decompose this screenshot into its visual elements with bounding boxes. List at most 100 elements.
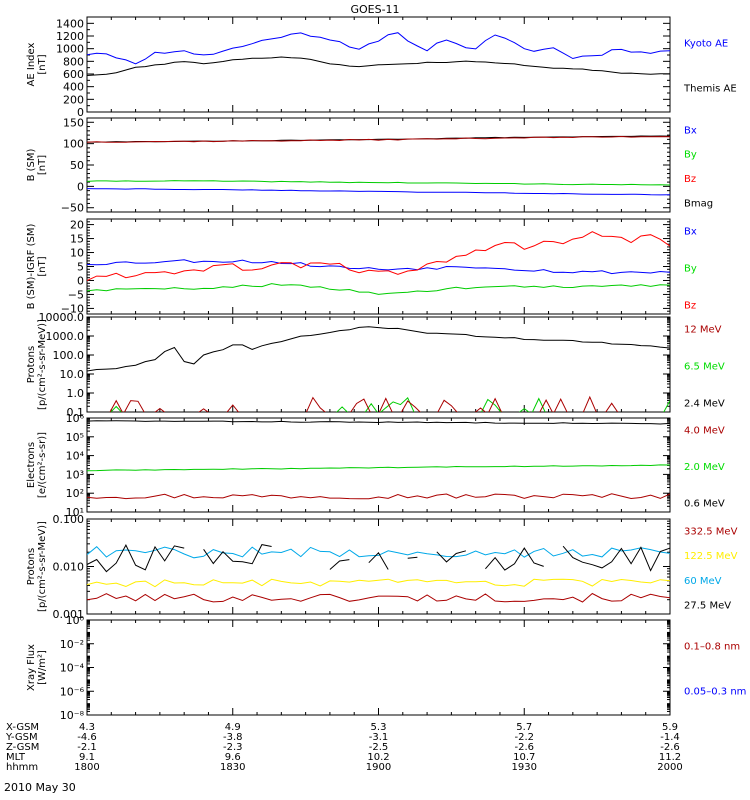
y-tick-label: 150	[63, 116, 84, 129]
y-tick-label: 1000.0	[46, 330, 85, 343]
figure-title: GOES-11	[350, 3, 399, 16]
series-line	[87, 135, 670, 143]
y-tick-label: 10.0	[60, 368, 85, 381]
panel-frame	[86, 316, 671, 413]
footer-row-label: MLT	[6, 752, 26, 763]
y-axis-label: B (SM)	[26, 148, 37, 181]
panel-2: −50 0 50 100 150 B (SM) [nT] Bx By Bz Bmag	[26, 116, 713, 214]
y-tick-label: 10²	[66, 487, 84, 500]
y-tick-label: 1200	[56, 30, 84, 43]
y-tick-label: 0.100	[53, 513, 85, 526]
footer-value: 11.2	[659, 752, 681, 763]
y-axis-label: [e/(cm²-s-sr)]	[37, 432, 48, 498]
footer-value: -4.6	[77, 732, 97, 743]
y-tick-label: 400	[63, 81, 84, 94]
y-tick-label: 10⁻⁶	[60, 685, 85, 698]
legend-entry: Bx	[684, 226, 697, 237]
y-tick-label: −5	[68, 288, 84, 301]
y-axis-label: [nT]	[37, 54, 48, 74]
legend-entry: Themis AE	[683, 83, 737, 94]
y-axis-label: Electrons	[26, 442, 37, 488]
footer-value: 4.9	[225, 722, 241, 733]
footer-value: 10.2	[367, 752, 389, 763]
y-tick-label: 100.0	[53, 349, 85, 362]
legend-entry: 0.1–0.8 nm	[684, 642, 740, 653]
series-line	[87, 326, 670, 372]
footer-value: 1830	[220, 762, 245, 773]
panel-7: 10⁻⁸ 10⁻⁶ 10⁻⁴ 10⁻² 10⁰ Xray Flux [W/m²] 0.1–0.…	[26, 614, 746, 722]
series-line	[87, 180, 670, 186]
panel-frame	[86, 218, 671, 315]
footer-value: 2000	[657, 762, 682, 773]
y-tick-label: 10¹	[66, 506, 84, 519]
footer-value: -2.1	[77, 742, 97, 753]
footer-value: 9.6	[225, 752, 241, 763]
y-tick-label: 0	[77, 180, 84, 193]
y-tick-label: 600	[63, 68, 84, 81]
y-tick-label: 10⁴	[66, 450, 85, 463]
legend-entry: 0.05–0.3 nm	[684, 686, 746, 697]
y-axis-label: B (SM)-IGRF (SM)	[26, 224, 37, 310]
legend-entry: Bmag	[684, 199, 713, 210]
y-tick-label: 0	[77, 274, 84, 287]
footer-row-label: hhmm	[6, 762, 38, 773]
series-line	[87, 592, 670, 603]
y-tick-label: 10	[70, 247, 84, 260]
series-line	[87, 546, 670, 559]
legend-entry: 122.5 MeV	[684, 551, 738, 562]
footer-value: 1930	[512, 762, 537, 773]
y-tick-label: 1000	[56, 43, 84, 56]
panel-frame	[86, 619, 671, 716]
y-tick-label: 10³	[66, 468, 84, 481]
footer-row-label: Y-GSM	[5, 732, 38, 743]
footer-value: 9.1	[79, 752, 95, 763]
footer-value: 5.9	[662, 722, 678, 733]
legend-entry: 332.5 MeV	[684, 526, 738, 537]
footer-value: -2.5	[369, 742, 389, 753]
series-line	[87, 464, 670, 472]
legend-entry: 27.5 MeV	[684, 601, 731, 612]
legend-entry: 0.6 MeV	[684, 499, 725, 510]
y-axis-label: Protons	[26, 346, 37, 383]
y-axis-label: [W/m²]	[37, 650, 48, 685]
y-tick-label: 15	[70, 233, 84, 246]
y-tick-label: 10000.0	[39, 311, 85, 324]
y-tick-label: 200	[63, 93, 84, 106]
series-line	[87, 32, 670, 65]
footer-value: 5.7	[516, 722, 532, 733]
panel-frame	[86, 117, 671, 213]
y-tick-label: 0	[77, 106, 84, 119]
y-axis-label: [nT]	[37, 256, 48, 276]
legend-entry: Bz	[684, 174, 696, 185]
y-axis-label: AE Index	[26, 42, 37, 86]
series-line	[87, 231, 670, 282]
y-tick-label: 10⁵	[66, 431, 84, 444]
footer-row-label: X-GSM	[6, 722, 39, 733]
y-tick-label: 1.0	[67, 387, 85, 400]
legend-entry: Kyoto AE	[684, 39, 728, 50]
legend-entry: 60 MeV	[684, 576, 722, 587]
footer-row-label: Z-GSM	[6, 742, 39, 753]
y-axis-label: [p/(cm²-s-sr-MeV)]	[37, 521, 48, 612]
panel-frame	[86, 518, 671, 615]
legend-entry: 4.0 MeV	[684, 425, 725, 436]
date-label: 2010 May 30	[4, 781, 76, 794]
y-tick-label: −10	[61, 302, 84, 315]
footer-value: 1900	[366, 762, 391, 773]
y-tick-label: 0.001	[53, 608, 85, 621]
y-axis-label: Protons	[26, 548, 37, 585]
footer-value: -2.6	[660, 742, 680, 753]
series-line	[87, 420, 670, 425]
legend-entry: 2.0 MeV	[684, 462, 725, 473]
legend-entry: By	[684, 263, 697, 274]
y-tick-label: 20	[70, 219, 84, 232]
footer-value: -2.6	[514, 742, 534, 753]
series-line	[87, 544, 670, 573]
series-line	[87, 56, 670, 76]
y-tick-label: 100	[63, 138, 84, 151]
